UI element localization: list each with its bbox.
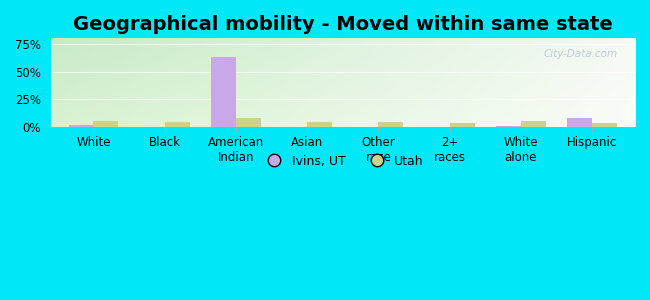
Bar	[592, 123, 617, 127]
Bar	[211, 57, 236, 127]
Bar	[307, 122, 332, 127]
Bar	[567, 118, 592, 127]
Legend: Ivins, UT, Utah: Ivins, UT, Utah	[257, 150, 429, 172]
Bar	[496, 126, 521, 127]
Bar	[68, 125, 94, 127]
Bar	[236, 118, 261, 127]
Bar	[94, 121, 118, 127]
Bar	[378, 122, 404, 127]
Bar	[521, 121, 546, 127]
Text: City-Data.com: City-Data.com	[543, 49, 618, 59]
Bar	[164, 122, 190, 127]
Title: Geographical mobility - Moved within same state: Geographical mobility - Moved within sam…	[73, 15, 613, 34]
Bar	[450, 123, 474, 127]
